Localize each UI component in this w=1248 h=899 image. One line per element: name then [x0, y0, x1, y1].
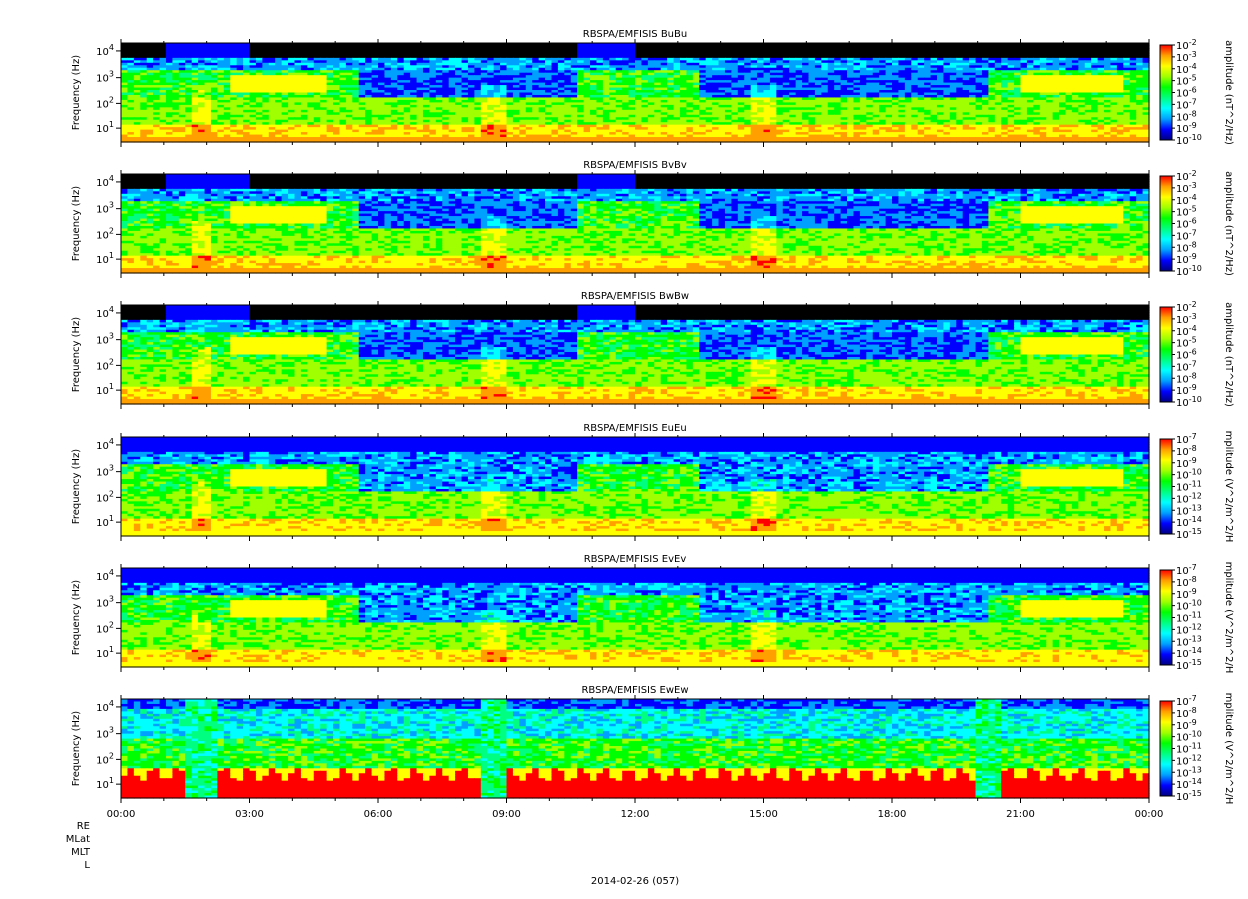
y-tick-label: 102	[96, 357, 114, 372]
ephemeris-label-l: L	[30, 860, 90, 871]
colorbar	[1160, 307, 1172, 402]
x-tick-label: 15:00	[749, 809, 778, 820]
x-tick-label: 18:00	[878, 809, 907, 820]
y-tick-label: 102	[96, 489, 114, 504]
y-tick-label: 103	[96, 595, 114, 610]
y-tick-label: 103	[96, 201, 114, 216]
spectrogram-cells	[121, 174, 1150, 274]
colorbar-label: mplitude (V^2/m^2/H	[1223, 693, 1234, 805]
spectrogram-cells	[121, 43, 1150, 143]
x-tick-label: 06:00	[364, 809, 393, 820]
y-axis-label: Frequency (Hz)	[71, 186, 82, 262]
y-tick-label: 104	[96, 568, 114, 583]
y-axis-label: Frequency (Hz)	[71, 55, 82, 131]
spectrogram-cells	[121, 305, 1150, 405]
spectrogram-cells	[121, 568, 1150, 668]
y-tick-label: 103	[96, 332, 114, 347]
panel-5: RBSPA/EMFISIS EvEv 101 102 103 104 Frequency …	[71, 554, 1234, 673]
x-tick-label: 09:00	[492, 809, 521, 820]
panel-4: RBSPA/EMFISIS EuEu 101 102 103 104 Frequency …	[71, 423, 1234, 542]
y-tick-label: 102	[96, 751, 114, 766]
x-tick-label: 21:00	[1006, 809, 1035, 820]
panel-title: RBSPA/EMFISIS EuEu	[583, 423, 686, 434]
colorbar	[1160, 701, 1172, 796]
y-tick-label: 101	[96, 776, 114, 791]
y-tick-label: 101	[96, 645, 114, 660]
colorbar-label: mplitude (V^2/m^2/H	[1223, 431, 1234, 543]
y-tick-label: 104	[96, 437, 114, 452]
panel-3: RBSPA/EMFISIS BwBw 101 102 103 104 Frequency …	[71, 291, 1234, 409]
y-tick-label: 101	[96, 514, 114, 529]
panel-title: RBSPA/EMFISIS BvBv	[583, 160, 687, 171]
y-tick-label: 102	[96, 620, 114, 635]
y-tick-label: 103	[96, 726, 114, 741]
panel-1: RBSPA/EMFISIS BuBu 101 102 103 104 Frequency …	[71, 29, 1234, 147]
panel-title: RBSPA/EMFISIS EvEv	[584, 554, 687, 565]
y-tick-label: 104	[96, 305, 114, 320]
ephemeris-label-mlt: MLT	[30, 847, 90, 858]
colorbar-label: amplitude (nT^2/Hz)	[1223, 171, 1234, 276]
y-tick-label: 103	[96, 464, 114, 479]
date-label: 2014-02-26 (057)	[0, 876, 1248, 887]
spectrogram-cells	[121, 437, 1150, 537]
y-tick-label: 102	[96, 226, 114, 241]
ephemeris-label-mlat: MLat	[30, 834, 90, 845]
y-axis-label: Frequency (Hz)	[71, 317, 82, 393]
y-tick-label: 104	[96, 43, 114, 58]
panel-title: RBSPA/EMFISIS BuBu	[583, 29, 687, 40]
x-tick-label: 03:00	[235, 809, 264, 820]
spectrogram-cells	[121, 699, 1150, 799]
panel-2: RBSPA/EMFISIS BvBv 101 102 103 104 Frequency …	[71, 160, 1234, 278]
panel-title: RBSPA/EMFISIS EwEw	[581, 685, 688, 696]
y-axis-label: Frequency (Hz)	[71, 580, 82, 656]
colorbar-label: mplitude (V^2/m^2/H	[1223, 562, 1234, 674]
x-tick-label: 00:00	[107, 809, 136, 820]
colorbar	[1160, 570, 1172, 665]
y-axis-label: Frequency (Hz)	[71, 449, 82, 525]
y-tick-label: 101	[96, 251, 114, 266]
y-axis-label: Frequency (Hz)	[71, 711, 82, 787]
y-tick-label: 102	[96, 95, 114, 110]
panel-6: RBSPA/EMFISIS EwEw 101 102 103 104 Frequency …	[71, 685, 1234, 804]
colorbar	[1160, 439, 1172, 534]
colorbar-label: amplitude (nT^2/Hz)	[1223, 40, 1234, 145]
x-tick-label: 00:00	[1135, 809, 1164, 820]
panel-title: RBSPA/EMFISIS BwBw	[581, 291, 689, 302]
y-tick-label: 104	[96, 174, 114, 189]
colorbar-label: amplitude (nT^2/Hz)	[1223, 302, 1234, 407]
colorbar	[1160, 176, 1172, 271]
y-tick-label: 103	[96, 70, 114, 85]
ephemeris-label-re: RE	[30, 821, 90, 832]
y-tick-label: 101	[96, 120, 114, 135]
y-tick-label: 101	[96, 382, 114, 397]
y-tick-label: 104	[96, 699, 114, 714]
colorbar	[1160, 45, 1172, 140]
x-tick-label: 12:00	[621, 809, 650, 820]
